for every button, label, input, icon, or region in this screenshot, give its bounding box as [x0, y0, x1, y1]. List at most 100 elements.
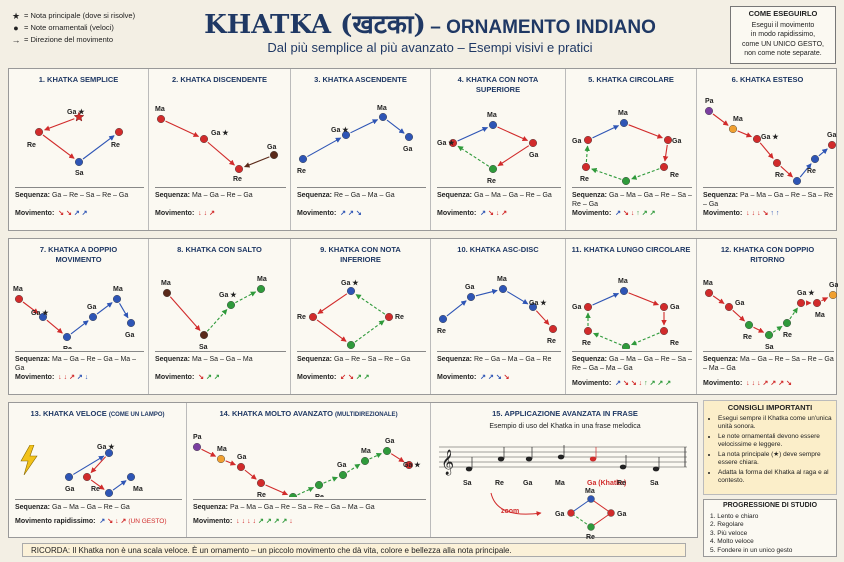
- movement-arrow: [46, 319, 63, 334]
- movement-arrow-icon: ↗: [657, 380, 664, 387]
- staff-note-label: Ga: [523, 480, 532, 487]
- movement-row: Movimento: ↗ ↗ ↘: [297, 210, 362, 217]
- panel-title: 3. KHATKA ASCENDENTE: [314, 75, 407, 84]
- movement-arrow: [590, 498, 612, 514]
- note-dot-re: [309, 312, 318, 321]
- panel-title: 1. KHATKA SEMPLICE: [38, 75, 119, 84]
- movement-arrow-icon: ↓: [198, 210, 202, 217]
- panel-title: 9. KHATKA CON NOTA INFERIORE: [320, 245, 401, 264]
- note-label: Ga ★: [797, 289, 815, 297]
- note-label: Ma: [161, 280, 171, 287]
- note-label: Ga: [670, 304, 679, 311]
- movement-arrow: [235, 291, 257, 304]
- movement-arrow: [759, 142, 774, 159]
- note-label: Re: [783, 332, 792, 339]
- note-label: Ga: [337, 462, 346, 469]
- note-dot-re: [772, 158, 781, 167]
- note-dot-sa: [347, 340, 356, 349]
- movement-arrow: [772, 325, 783, 333]
- note-label: Sa: [199, 344, 208, 349]
- note-dot-re: [659, 326, 668, 335]
- tip-item: Le note ornamentali devono essere veloci…: [718, 433, 832, 450]
- movement-arrow: [570, 512, 592, 528]
- note-dot-ga: [237, 463, 246, 472]
- note-label: Ga ★: [67, 108, 85, 116]
- note-dot: [567, 509, 575, 517]
- note-label: Ga ★: [437, 139, 455, 147]
- progression-item: 5. Fondere in un unico gesto: [710, 546, 793, 554]
- movement-row: Movimento rapidissimo: ↗ ↘ ↓ ↗ (UN GESTO…: [15, 518, 167, 525]
- movement-arrow-icon: ↗: [770, 380, 777, 387]
- movement-arrow-icon: ↓: [115, 518, 119, 525]
- staff-note: [557, 454, 565, 460]
- note-dot-ga: [584, 303, 593, 312]
- khatka-diagram: MaGaGaReReSa: [572, 110, 681, 185]
- note-dot-pa: [192, 443, 201, 452]
- movement-arrow: [369, 452, 383, 460]
- movement-arrow-icon: ↑: [636, 210, 640, 217]
- staff-note: [497, 456, 505, 462]
- tip-item: La nota principale (★) deve sempre esser…: [718, 451, 832, 468]
- note-dot-ga: [725, 303, 734, 312]
- movement-arrow-icon: ↗: [488, 374, 494, 381]
- note-label: Ga ★: [219, 291, 237, 299]
- note-dot-sa: [764, 330, 773, 339]
- note-dot-ga: [528, 303, 537, 312]
- note-label: Ga: [267, 144, 276, 151]
- movement-arrow-icon: ↘: [630, 380, 637, 387]
- movement-arrow-icon: ↘: [198, 374, 205, 381]
- movement-arrow-icon: ↗: [665, 380, 672, 387]
- phrase-subtitle: Esempio di uso del Khatka in una frase m…: [489, 423, 641, 430]
- movement-arrow-icon: ↘: [503, 374, 510, 381]
- note-label: Ga ★: [331, 126, 349, 134]
- tips-box: CONSIGLI IMPORTANTI Esegui sempre il Kha…: [703, 400, 837, 495]
- gesture-note: (UN GESTO): [128, 518, 167, 525]
- note-dot-ga: [753, 135, 762, 144]
- movement-row: Movimento: ↗ ↘ ↓ ↑ ↗ ↗: [572, 210, 656, 217]
- main-note-star: [73, 111, 85, 122]
- note-label: Ma: [13, 286, 23, 293]
- legend-item: → = Direzione del movimento: [8, 34, 208, 46]
- tip-item: Esegui sempre il Khatka come un'unica un…: [718, 415, 832, 432]
- movement-arrow-icon: ↗: [363, 374, 370, 381]
- how-heading: COME ESEGUIRLO: [748, 9, 818, 18]
- movement-arrow-icon: ↗: [649, 210, 656, 217]
- note-dot-ga: [467, 293, 476, 302]
- note-dot-re: [438, 314, 447, 323]
- movement-arrow-icon: ↓: [638, 380, 643, 387]
- note-label: Re: [670, 340, 679, 347]
- movement-arrow-icon: ↘: [786, 380, 792, 387]
- khatka-panel-5: 5. KHATKA CIRCOLAREMaGaGaReReSaSequenza:…: [566, 69, 697, 230]
- page-title: KHATKA (खटका) – ORNAMENTO INDIANO: [190, 5, 670, 41]
- movement-arrow-icon: ↙: [340, 374, 347, 381]
- note-dot-sa: [104, 488, 113, 497]
- note-dot-re: [745, 320, 754, 329]
- movement-arrow: [497, 145, 530, 167]
- khatka-panel-3: 3. KHATKA ASCENDENTE Re Ga ★ Ma Ga Sequenza: …: [291, 69, 431, 230]
- movement-arrow-icon: ↗: [99, 518, 106, 525]
- note-dot-ma: [256, 285, 265, 294]
- movement-arrow-icon: ↗: [641, 210, 648, 217]
- note-label: Ga: [125, 332, 134, 339]
- note-dot-ma: [360, 457, 369, 466]
- movement-arrow: [590, 512, 612, 528]
- movement-arrow: [297, 487, 315, 496]
- row-3: 13. KHATKA VELOCE (COME UN LAMPO) Ga ★ Re M…: [8, 402, 698, 541]
- movement-arrow: [119, 303, 129, 319]
- khatka-panel-8: 8. KHATKA CON SALTO Ma Sa Ga ★ Ma Sequenza: M…: [149, 239, 291, 394]
- movement-arrow-icon: ↗: [348, 210, 354, 217]
- khatka-panel-14: 14. KHATKA MOLTO AVANZATO (MULTIDIREZION…: [187, 403, 431, 537]
- note-label: Re: [257, 492, 266, 497]
- khatka-diagram: MaGaGaReReSa: [572, 278, 679, 349]
- movement-arrow-icon: ↘: [762, 210, 769, 217]
- note-label: Re: [487, 178, 496, 185]
- note-label: Ma: [155, 106, 165, 113]
- movement-arrow-icon: ↗: [762, 380, 769, 387]
- movement-arrow-icon: ↓: [236, 518, 240, 525]
- staff-note: [525, 456, 533, 462]
- note-label: Ga: [572, 304, 581, 311]
- progression-item: 1. Lento e chiaro: [710, 512, 759, 520]
- note-dot-ga: [342, 131, 351, 140]
- how-to-box: COME ESEGUIRLO Esegui il movimento in mo…: [730, 6, 836, 64]
- note-dot-ga: [528, 139, 537, 148]
